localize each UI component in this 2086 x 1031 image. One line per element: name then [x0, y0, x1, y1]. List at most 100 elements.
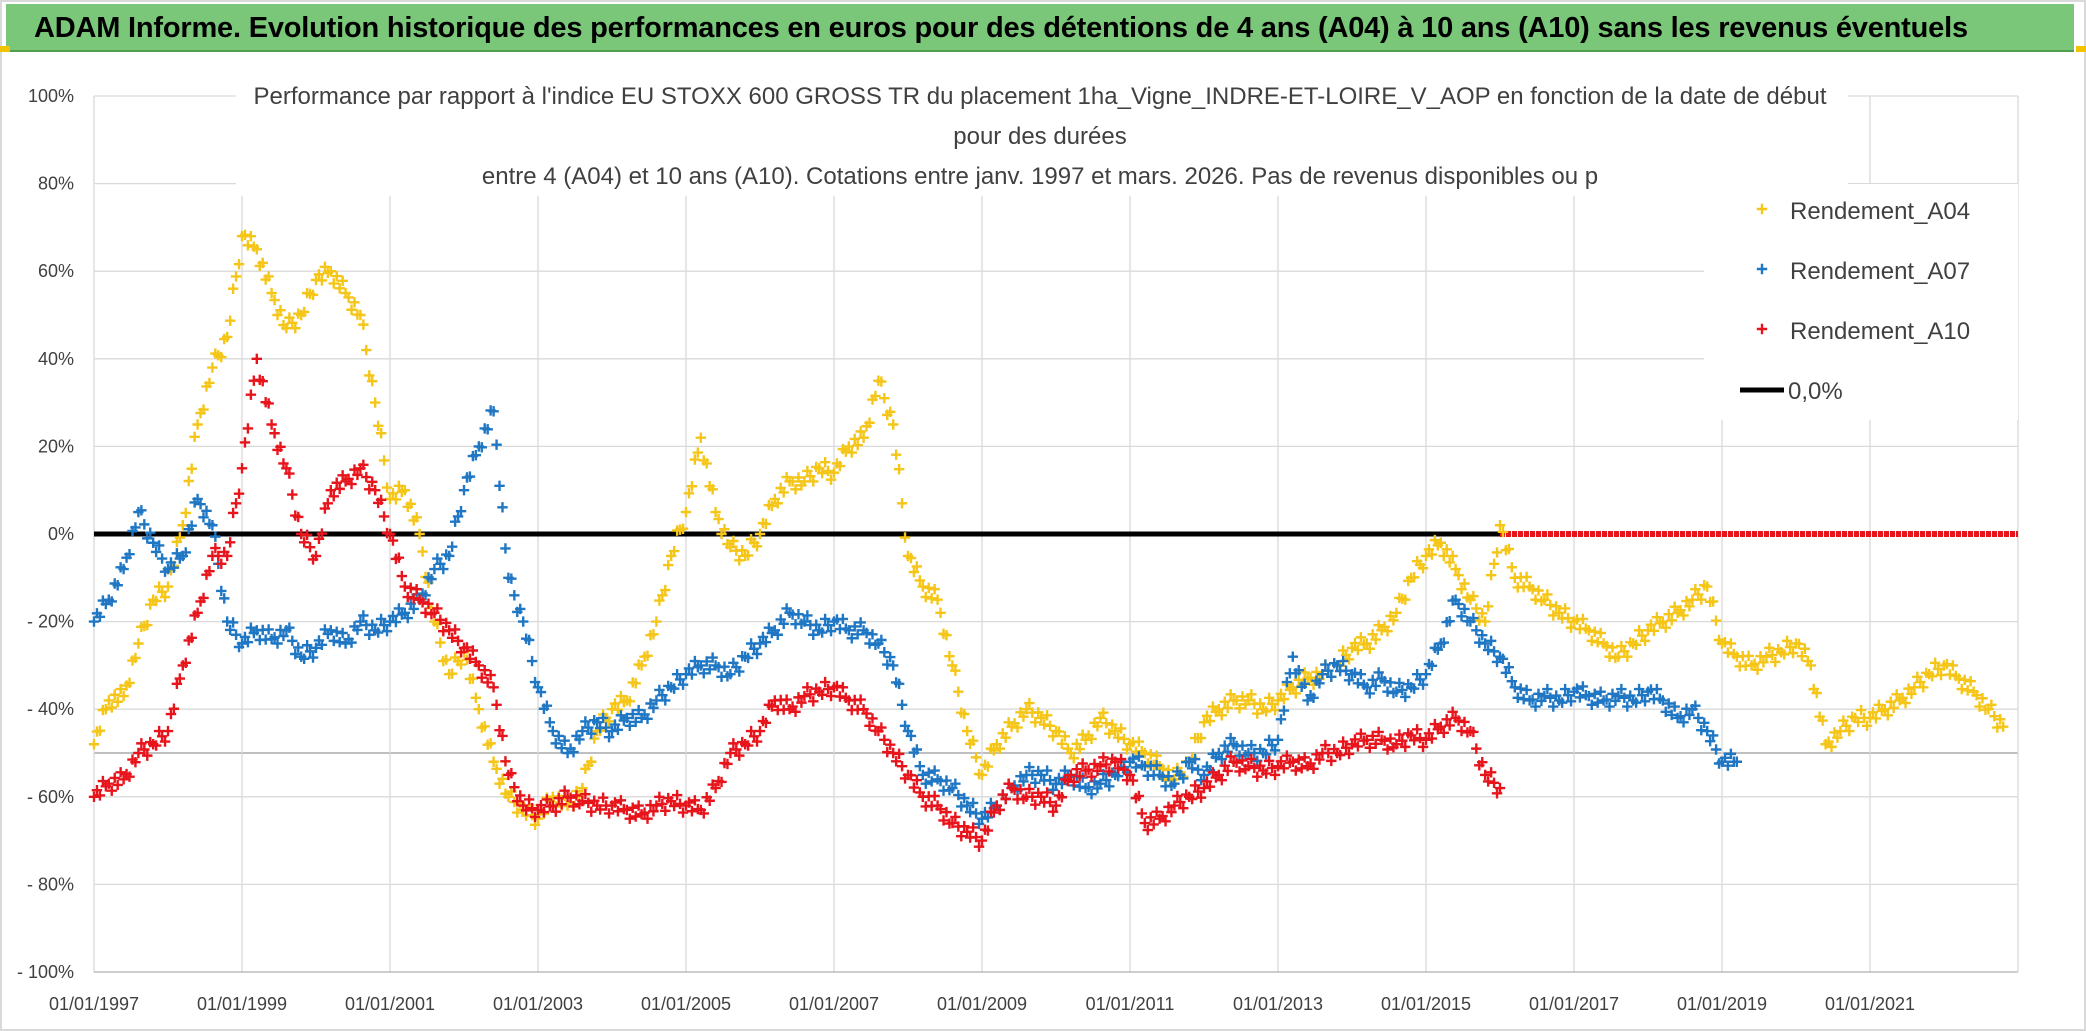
data-point-interp — [834, 460, 846, 472]
data-point-interp — [1660, 706, 1671, 718]
data-point-interp — [1521, 684, 1532, 696]
data-point — [1879, 704, 1890, 715]
data-point-interp — [219, 593, 230, 604]
data-point-interp — [435, 558, 446, 569]
data-point-interp — [381, 626, 393, 637]
data-point-interp — [1320, 739, 1331, 751]
data-point-interp — [109, 772, 120, 784]
data-point-interp — [802, 465, 813, 477]
data-point-interp — [500, 543, 511, 554]
data-point-interp — [1145, 749, 1156, 760]
data-point — [118, 690, 129, 702]
data-point-interp — [805, 470, 816, 482]
data-point-interp — [1394, 729, 1405, 740]
data-point-interp — [1225, 732, 1236, 744]
data-point-interp — [630, 678, 641, 689]
data-point-interp — [411, 512, 422, 523]
data-point — [843, 441, 854, 452]
data-point — [976, 835, 988, 846]
data-point-interp — [970, 752, 982, 763]
data-point-interp — [719, 661, 730, 672]
data-point-interp — [742, 550, 754, 561]
data-point-interp — [1852, 716, 1864, 728]
data-point — [1761, 651, 1772, 662]
data-point-interp — [106, 702, 117, 713]
data-point-interp — [1471, 625, 1482, 636]
data-point-interp — [1340, 665, 1352, 676]
data-point-interp — [633, 800, 644, 811]
data-point-interp — [1373, 667, 1384, 678]
data-point — [236, 463, 248, 474]
data-point-interp — [1352, 741, 1364, 752]
data-point-interp — [1589, 626, 1600, 637]
data-point-interp — [1260, 749, 1272, 760]
data-point-interp — [1163, 801, 1174, 813]
data-point-interp — [1488, 777, 1500, 788]
data-point-interp — [1817, 715, 1828, 726]
data-point-interp — [1278, 763, 1290, 774]
data-point-interp — [304, 646, 316, 657]
data-point — [399, 485, 410, 496]
data-point-interp — [1041, 710, 1053, 721]
data-point — [1494, 520, 1506, 531]
data-point-interp — [855, 694, 866, 705]
data-point-interp — [1101, 718, 1112, 729]
data-point-interp — [778, 487, 789, 498]
data-point-interp — [1086, 788, 1097, 800]
data-point-interp — [334, 283, 345, 294]
data-point-interp — [375, 428, 387, 439]
data-point — [1065, 747, 1076, 759]
data-point-interp — [624, 813, 635, 824]
data-point-interp — [1175, 796, 1186, 808]
legend-marker — [1756, 323, 1768, 335]
data-point-interp — [689, 655, 701, 667]
data-point — [1169, 800, 1180, 811]
legend-label: Rendement_A04 — [1790, 198, 1970, 225]
data-point-interp — [464, 653, 476, 665]
data-point-interp — [402, 612, 413, 624]
data-point — [695, 660, 706, 671]
data-point-interp — [1385, 677, 1396, 688]
data-point-interp — [506, 767, 517, 779]
data-point-interp — [1012, 722, 1023, 733]
data-point — [399, 607, 410, 619]
data-point-interp — [642, 813, 653, 824]
data-point-interp — [553, 792, 564, 804]
data-point-interp — [153, 581, 165, 592]
data-point-interp — [1749, 658, 1760, 669]
data-point-interp — [1024, 761, 1035, 773]
data-point-interp — [1690, 583, 1701, 595]
data-point-interp — [523, 634, 535, 646]
data-point-interp — [1266, 762, 1278, 774]
data-point-interp — [1444, 615, 1455, 627]
data-point-interp — [1225, 689, 1236, 700]
data-point-interp — [1873, 699, 1885, 711]
data-point-interp — [1521, 571, 1532, 583]
data-point-interp — [195, 499, 206, 510]
data-point-interp — [1385, 733, 1396, 744]
data-point-interp — [1056, 792, 1068, 803]
data-point — [1805, 660, 1816, 671]
data-point-interp — [1660, 622, 1671, 633]
data-point-interp — [772, 498, 783, 509]
data-point-interp — [435, 637, 446, 648]
data-point-interp — [1793, 638, 1805, 650]
data-point-interp — [390, 616, 402, 628]
data-point-interp — [864, 720, 875, 732]
data-point-interp — [112, 779, 123, 791]
data-point-interp — [1367, 674, 1378, 686]
data-point-interp — [1373, 726, 1384, 738]
data-point-interp — [1101, 774, 1112, 786]
data-point-interp — [1231, 757, 1242, 768]
data-point-interp — [1281, 676, 1293, 688]
data-point-interp — [855, 426, 866, 437]
data-point-interp — [1426, 660, 1438, 672]
data-point-interp — [852, 439, 863, 451]
data-point-interp — [1710, 744, 1722, 755]
data-point-interp — [1343, 675, 1355, 686]
data-point-interp — [224, 315, 236, 326]
data-point-interp — [692, 447, 704, 458]
data-point — [325, 625, 336, 636]
data-point-interp — [1160, 816, 1171, 827]
data-point-interp — [580, 788, 591, 800]
